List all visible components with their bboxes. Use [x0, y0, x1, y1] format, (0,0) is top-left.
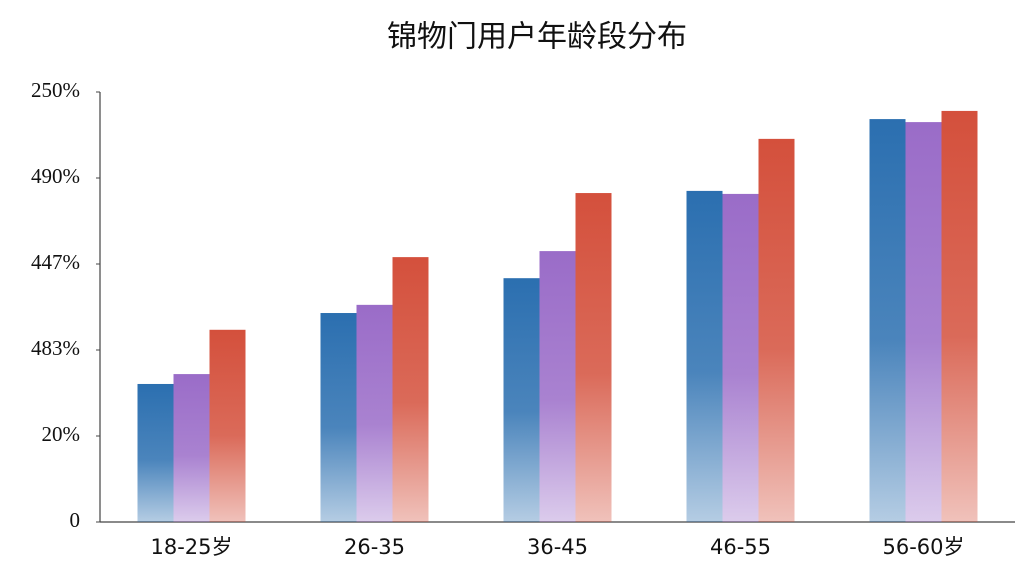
x-tick-label: 56-60岁: [882, 535, 964, 559]
bar: [575, 193, 612, 523]
x-tick-label: 18-25岁: [150, 535, 232, 559]
bar: [209, 329, 246, 522]
y-tick-label: 20%: [42, 422, 81, 446]
bar: [722, 193, 759, 522]
y-tick-label: 447%: [31, 250, 80, 274]
bar: [686, 190, 723, 522]
bar: [356, 304, 393, 522]
bar: [320, 313, 357, 522]
bar: [173, 374, 210, 522]
bar: [392, 257, 429, 522]
chart-title: 锦物门用户年龄段分布: [387, 20, 687, 55]
y-tick-label: 250%: [31, 78, 80, 102]
bar: [503, 278, 540, 522]
bar: [758, 138, 795, 522]
bar: [941, 110, 978, 523]
bar: [137, 383, 174, 522]
x-tick-label: 26-35: [344, 535, 405, 559]
x-tick-label: 36-45: [527, 535, 588, 559]
y-tick-label: 490%: [31, 164, 80, 188]
x-tick-label: 46-55: [710, 535, 771, 559]
y-tick-label: 483%: [31, 336, 80, 360]
y-tick-label: 0: [70, 508, 81, 532]
bar: [539, 251, 576, 522]
bar: [869, 119, 906, 522]
bar: [905, 122, 942, 522]
